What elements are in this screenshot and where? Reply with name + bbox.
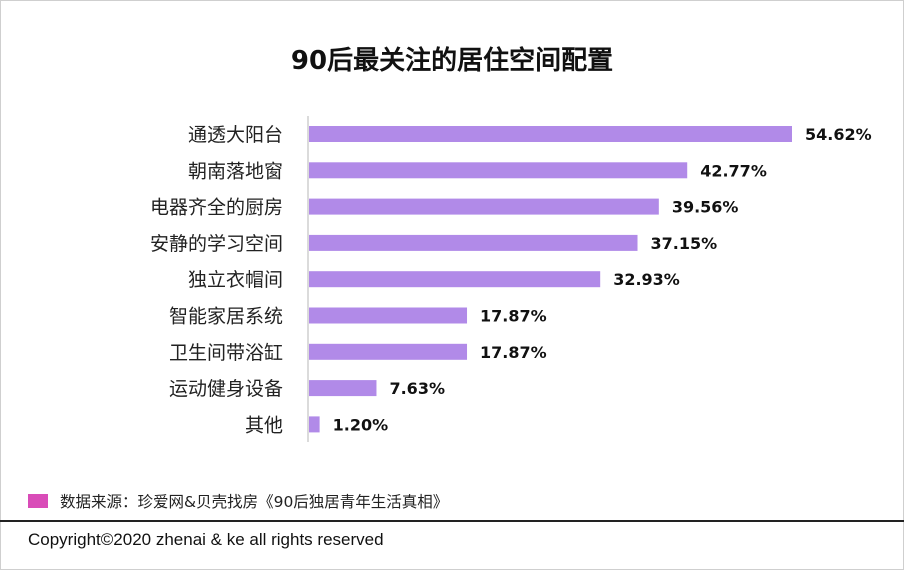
value-label: 37.15% (651, 234, 718, 253)
value-label: 42.77% (700, 161, 767, 180)
category-label: 智能家居系统 (169, 306, 283, 328)
source-note: 数据来源：珍爱网&贝壳找房《90后独居青年生活真相》 (28, 490, 448, 512)
category-label: 电器齐全的厨房 (150, 197, 283, 219)
footer-divider (0, 520, 904, 522)
value-label: 32.93% (613, 270, 680, 289)
category-label: 运动健身设备 (169, 378, 283, 400)
bar (309, 271, 601, 288)
chart-title: 90后最关注的居住空间配置 (290, 46, 614, 76)
category-label: 其他 (245, 414, 283, 436)
source-text: 数据来源：珍爱网&贝壳找房《90后独居青年生活真相》 (60, 493, 449, 511)
value-label: 17.87% (480, 307, 547, 326)
value-label: 17.87% (480, 343, 547, 362)
legend-swatch (28, 494, 48, 508)
category-label: 安静的学习空间 (150, 233, 283, 255)
category-label: 独立衣帽间 (188, 269, 283, 291)
bar (309, 234, 638, 251)
copyright-text: Copyright©2020 zhenai & ke all rights re… (28, 530, 384, 549)
category-label: 朝南落地窗 (188, 160, 283, 182)
value-label: 39.56% (672, 198, 739, 217)
value-label: 54.62% (805, 125, 872, 144)
bar (309, 162, 688, 179)
bar-chart: 通透大阳台 54.62% 朝南落地窗 42.77% 电器齐全的厨房 39.56% 安静的学习… (150, 116, 872, 442)
value-label: 1.20% (333, 415, 389, 434)
category-label: 通透大阳台 (188, 124, 283, 146)
value-label: 7.63% (389, 379, 445, 398)
bar (309, 380, 377, 397)
bars-group: 通透大阳台 54.62% 朝南落地窗 42.77% 电器齐全的厨房 39.56% 安静的学习… (150, 124, 872, 436)
bar (309, 307, 468, 324)
bar (309, 198, 659, 215)
category-label: 卫生间带浴缸 (169, 342, 283, 364)
bar (309, 343, 468, 360)
bar (309, 416, 320, 433)
bar (309, 126, 792, 142)
